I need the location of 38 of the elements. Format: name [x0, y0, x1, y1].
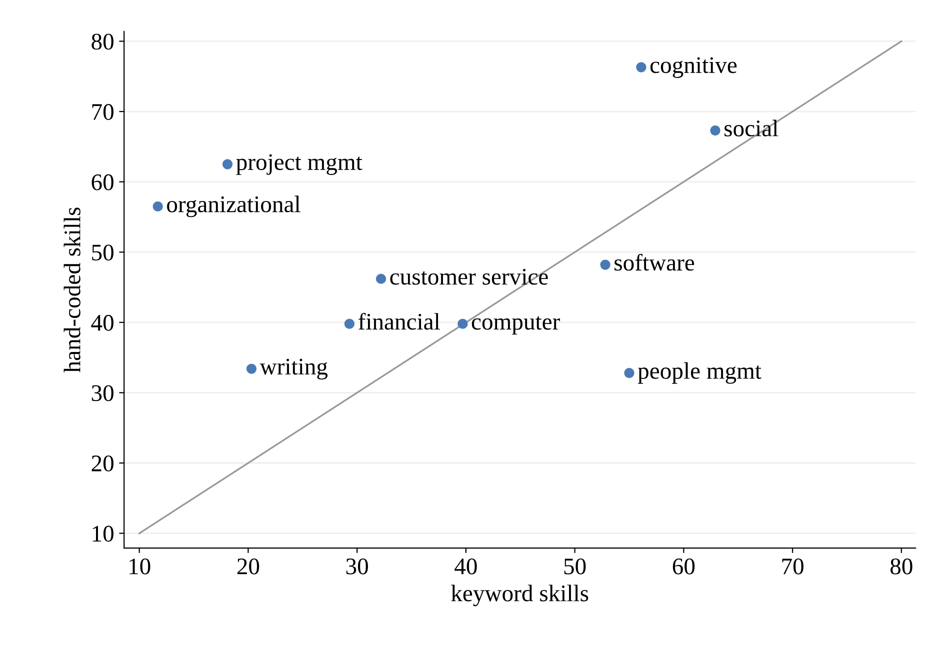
x-tick-label: 30: [346, 558, 368, 574]
annotation: financial: [358, 312, 440, 330]
annotation: project mgmt: [236, 154, 362, 175]
point: [222, 159, 233, 170]
annotation: people mgmt: [638, 362, 762, 384]
annotation: cognitive: [650, 57, 737, 78]
y-axis-title: hand-coded skills: [64, 208, 80, 372]
point: [710, 125, 720, 136]
y-tick-label: 40: [91, 314, 114, 331]
point: [636, 62, 646, 72]
y-tick-label: 60: [92, 174, 114, 190]
x-tick-label: 60: [672, 558, 695, 574]
x-tick-label: 80: [890, 558, 912, 574]
point: [600, 260, 610, 270]
point: [344, 318, 355, 329]
x-tick-label: 50: [564, 558, 586, 574]
annotation: social: [724, 120, 778, 136]
annotation: software: [614, 254, 694, 271]
y-tick-label: 80: [92, 34, 114, 50]
y-tick-label: 10: [92, 526, 114, 542]
x-tick-label: 10: [130, 558, 150, 574]
x-tick-label: 70: [782, 558, 804, 574]
annotation: computer: [472, 316, 560, 335]
annotation: customer service: [390, 268, 548, 285]
point: [152, 201, 163, 212]
annotation: writing: [260, 358, 328, 380]
point: [624, 368, 634, 378]
y-tick-label: 30: [92, 385, 114, 402]
annotation: organizational: [167, 196, 300, 218]
y-tick-label: 50: [92, 244, 114, 261]
y-tick-label: 70: [92, 104, 114, 120]
point: [376, 274, 386, 284]
point: [246, 364, 257, 374]
x-tick-label: 40: [454, 558, 477, 574]
x-axis-title: keyword skills: [451, 584, 588, 606]
x-tick-label: 20: [237, 558, 260, 574]
y-tick-label: 20: [92, 455, 114, 472]
point: [458, 318, 468, 329]
